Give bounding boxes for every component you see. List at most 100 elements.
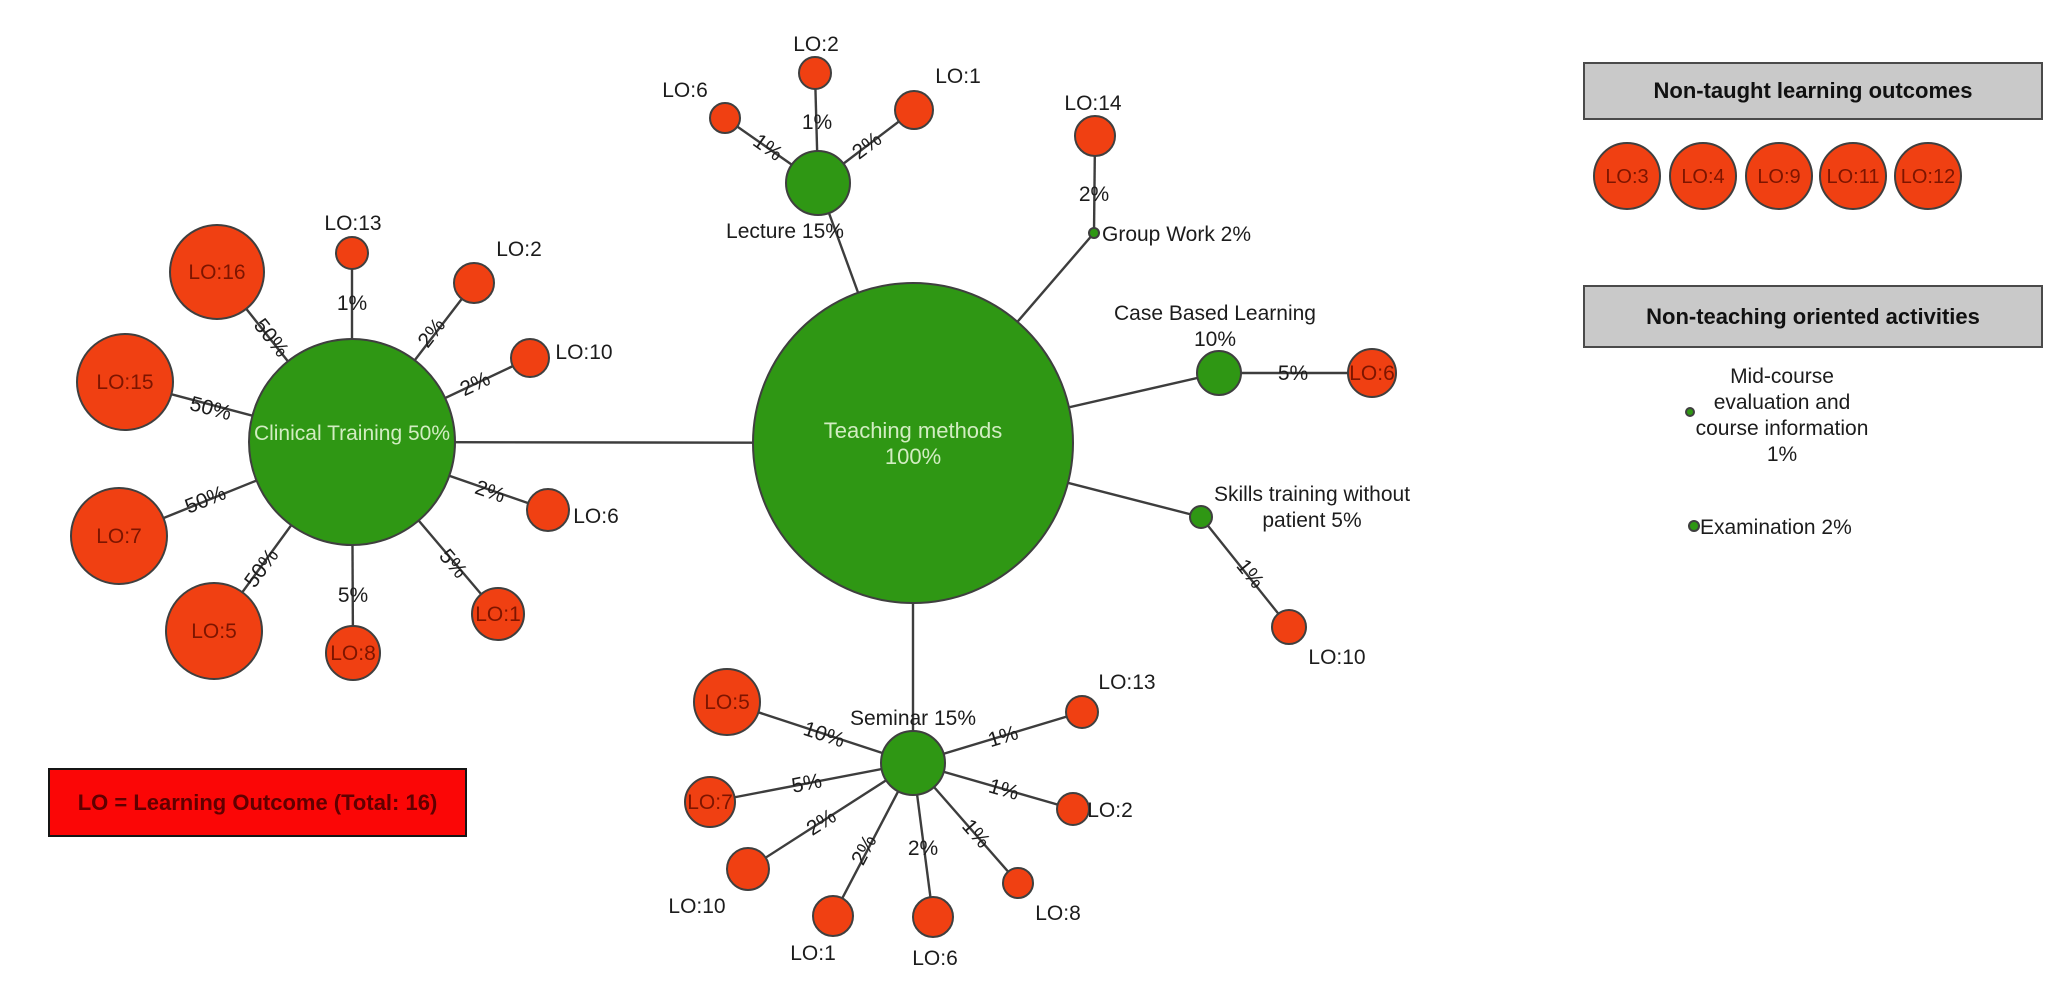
- edge-label-seminar-se_lo6: 2%: [908, 837, 938, 860]
- edge-label-clinical-c_lo13: 1%: [337, 292, 367, 315]
- node-label-leg_lo3: LO:3: [1605, 166, 1648, 188]
- edge-label-lecture-l_lo2: 1%: [802, 111, 832, 134]
- node-label-c_lo6: LO:6: [573, 505, 619, 528]
- node-label-lecture: Lecture 15%: [726, 220, 844, 243]
- node-se_lo8-outcome-circle: [1002, 867, 1034, 899]
- node-label-line-casebased-1: 10%: [1194, 328, 1236, 351]
- node-se_lo6-outcome-circle: [912, 896, 954, 938]
- node-label-se_lo13: LO:13: [1098, 671, 1155, 694]
- edge-label-clinical-c_lo7: 50%: [182, 481, 230, 518]
- node-seminar-circle: [880, 730, 946, 796]
- node-label-line-midcourse_dot-0: Mid-course: [1730, 365, 1834, 388]
- node-label-line-skills-1: patient 5%: [1262, 509, 1361, 532]
- node-label-line-skills-0: Skills training without: [1214, 483, 1410, 506]
- node-label-casebased: Case Based Learning 10%: [1114, 302, 1316, 351]
- node-label-line-casebased-0: Case Based Learning: [1114, 302, 1316, 325]
- edge-label-clinical-c_lo6: 2%: [472, 476, 508, 508]
- node-se_lo1-outcome-circle: [812, 895, 854, 937]
- edge-label-lecture-l_lo6: 1%: [749, 130, 787, 166]
- node-label-se_lo5: LO:5: [704, 691, 750, 714]
- node-label-se_lo8: LO:8: [1035, 902, 1081, 925]
- edge-label-clinical-c_lo10: 2%: [457, 367, 494, 401]
- node-label-line-midcourse_dot-3: 1%: [1767, 443, 1797, 466]
- node-label-leg_lo11: LO:11: [1827, 166, 1880, 188]
- node-label-c_lo15: LO:15: [96, 371, 153, 394]
- node-se_lo2-outcome-circle: [1056, 792, 1090, 826]
- node-label-c_lo5: LO:5: [191, 620, 237, 643]
- node-teaching-circle: [752, 282, 1074, 604]
- node-l_lo2-outcome-circle: [798, 56, 832, 90]
- node-se_lo13-outcome-circle: [1065, 695, 1099, 729]
- node-label-c_lo2: LO:2: [496, 238, 542, 261]
- edge-skills-s_lo10: [1200, 516, 1290, 628]
- node-c_lo13-outcome-circle: [335, 236, 369, 270]
- node-label-c_lo10: LO:10: [555, 341, 612, 364]
- node-label-line-midcourse_dot-2: course information: [1696, 417, 1869, 440]
- learning-outcome-note-text: LO = Learning Outcome (Total: 16): [77, 789, 438, 815]
- node-label-exam_dot: Examination 2%: [1700, 516, 1852, 539]
- node-c_lo16-outcome-circle: [169, 224, 265, 320]
- node-leg_lo11-outcome-circle: [1819, 142, 1887, 210]
- node-label-se_lo1: LO:1: [790, 942, 836, 965]
- node-se_lo10-outcome-circle: [726, 847, 770, 891]
- node-leg_lo3-outcome-circle: [1593, 142, 1661, 210]
- node-label-l_lo1: LO:1: [935, 65, 981, 88]
- edge-label-seminar-se_lo10: 2%: [803, 805, 841, 841]
- edge-label-clinical-c_lo15: 50%: [187, 392, 234, 425]
- non-taught-legend-title: Non-taught learning outcomes: [1653, 78, 1973, 103]
- node-label-se_lo7: LO:7: [687, 791, 733, 814]
- node-clinical-circle: [248, 338, 456, 546]
- node-midcourse_dot-circle: [1685, 407, 1695, 417]
- node-label-teaching: Teaching methods 100%: [824, 418, 1003, 469]
- edge-label-groupwork-g_lo14: 2%: [1079, 183, 1109, 206]
- edge-label-seminar-se_lo5: 10%: [800, 717, 847, 752]
- node-se_lo7-outcome-circle: [684, 776, 736, 828]
- node-l_lo6-outcome-circle: [709, 102, 741, 134]
- node-label-se_lo10: LO:10: [668, 895, 725, 918]
- node-label-c_lo1: LO:1: [475, 603, 521, 626]
- node-label-c_lo16: LO:16: [188, 261, 245, 284]
- non-taught-learning-outcomes-box: Non-taught learning outcomes: [1583, 62, 2043, 120]
- edge-label-seminar-se_lo13: 1%: [985, 721, 1021, 752]
- node-label-l_lo6: LO:6: [662, 79, 708, 102]
- node-label-midcourse_dot: Mid-course evaluation and course informati…: [1696, 365, 1869, 466]
- node-label-cb_lo6: LO:6: [1349, 362, 1395, 385]
- edge-label-clinical-c_lo8: 5%: [338, 584, 368, 607]
- node-c_lo2-outcome-circle: [453, 262, 495, 304]
- node-skills-circle: [1189, 505, 1213, 529]
- node-label-l_lo2: LO:2: [793, 33, 839, 56]
- node-cb_lo6-outcome-circle: [1347, 348, 1397, 398]
- node-casebased-circle: [1196, 350, 1242, 396]
- non-teaching-legend-title: Non-teaching oriented activities: [1646, 303, 1980, 329]
- edge-label-lecture-l_lo1: 2%: [848, 127, 886, 164]
- node-label-skills: Skills training without patient 5%: [1214, 483, 1410, 532]
- edge-seminar-se_lo7: [709, 761, 914, 804]
- node-label-c_lo8: LO:8: [330, 642, 376, 665]
- node-c_lo15-outcome-circle: [76, 333, 174, 431]
- node-label-se_lo6: LO:6: [912, 947, 958, 970]
- node-c_lo6-outcome-circle: [526, 488, 570, 532]
- node-leg_lo12-outcome-circle: [1894, 142, 1962, 210]
- node-c_lo1-outcome-circle: [471, 587, 525, 641]
- node-label-leg_lo4: LO:4: [1681, 166, 1724, 188]
- node-l_lo1-outcome-circle: [894, 90, 934, 130]
- node-g_lo14-outcome-circle: [1074, 115, 1116, 157]
- node-c_lo8-outcome-circle: [325, 625, 381, 681]
- node-label-line-teaching-1: 100%: [885, 444, 941, 469]
- node-label-clinical: Clinical Training 50%: [254, 422, 450, 445]
- node-leg_lo4-outcome-circle: [1669, 142, 1737, 210]
- node-groupwork-circle: [1088, 227, 1100, 239]
- node-leg_lo9-outcome-circle: [1745, 142, 1813, 210]
- node-label-se_lo2: LO:2: [1087, 799, 1133, 822]
- node-label-c_lo13: LO:13: [324, 212, 381, 235]
- node-lecture-circle: [785, 150, 851, 216]
- edge-label-seminar-se_lo2: 1%: [986, 775, 1022, 805]
- node-c_lo10-outcome-circle: [510, 338, 550, 378]
- edge-label-casebased-cb_lo6: 5%: [1278, 362, 1308, 385]
- node-c_lo7-outcome-circle: [70, 487, 168, 585]
- node-label-seminar: Seminar 15%: [850, 707, 976, 730]
- node-label-c_lo7: LO:7: [96, 525, 142, 548]
- node-label-g_lo14: LO:14: [1064, 92, 1122, 115]
